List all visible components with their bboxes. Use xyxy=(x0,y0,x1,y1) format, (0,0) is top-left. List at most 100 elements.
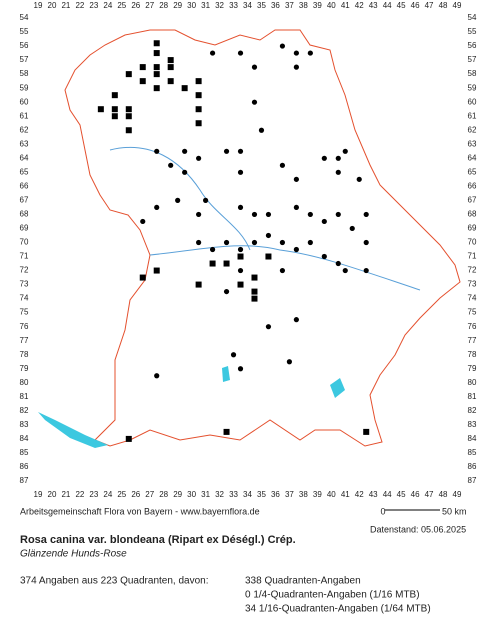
occurrence-dot xyxy=(286,359,292,365)
occurrence-square xyxy=(139,274,146,281)
occurrence-dot xyxy=(342,148,348,154)
row-label: 75 xyxy=(20,308,29,317)
row-label: 75 xyxy=(468,308,477,317)
occurrence-dot xyxy=(279,43,286,49)
occurrence-dot xyxy=(335,169,341,175)
column-label: 36 xyxy=(271,1,280,10)
occurrence-dot xyxy=(251,64,258,70)
row-label: 78 xyxy=(468,350,477,359)
occurrence-dot xyxy=(168,162,174,168)
scale-end: 50 km xyxy=(442,506,467,516)
column-label: 48 xyxy=(439,1,448,10)
occurrence-dot xyxy=(230,352,237,358)
row-label: 60 xyxy=(468,97,477,106)
row-label: 56 xyxy=(468,41,477,50)
column-label: 47 xyxy=(425,1,434,10)
row-label: 65 xyxy=(20,167,29,176)
occurrence-dot xyxy=(307,50,313,56)
occurrence-square xyxy=(125,435,132,442)
row-label: 81 xyxy=(468,392,477,401)
occurrence-square xyxy=(195,78,202,85)
occurrence-square xyxy=(125,113,132,120)
row-label: 77 xyxy=(20,336,29,345)
row-label: 58 xyxy=(20,69,29,78)
row-label: 69 xyxy=(20,224,29,233)
river xyxy=(149,245,421,291)
row-label: 59 xyxy=(468,83,477,92)
row-label: 56 xyxy=(20,41,29,50)
occurrence-square xyxy=(195,281,202,288)
row-label: 70 xyxy=(20,238,29,247)
column-label: 46 xyxy=(411,1,420,10)
row-label: 64 xyxy=(468,153,477,162)
row-label: 72 xyxy=(20,266,29,275)
column-label: 30 xyxy=(187,490,196,499)
column-label: 41 xyxy=(341,1,350,10)
occurrence-square xyxy=(223,428,230,435)
column-label: 38 xyxy=(299,490,308,499)
occurrence-dot xyxy=(265,232,272,239)
occurrence-dot xyxy=(237,366,244,372)
column-label: 23 xyxy=(89,490,98,499)
column-label: 41 xyxy=(341,490,350,499)
row-label: 84 xyxy=(20,434,29,443)
occurrence-square xyxy=(139,78,146,85)
occurrence-square xyxy=(265,253,272,260)
column-label: 32 xyxy=(215,490,224,499)
row-label: 74 xyxy=(468,294,477,303)
occurrence-dot xyxy=(335,211,341,218)
row-label: 71 xyxy=(468,252,477,261)
column-label: 46 xyxy=(411,490,420,499)
row-label: 84 xyxy=(468,434,477,443)
column-label: 49 xyxy=(453,1,462,10)
row-label: 60 xyxy=(20,97,29,106)
row-label: 62 xyxy=(20,125,29,134)
occurrence-dot xyxy=(363,239,369,246)
column-label: 48 xyxy=(439,490,448,499)
column-label: 38 xyxy=(299,1,308,10)
occurrence-square xyxy=(111,106,118,113)
column-label: 43 xyxy=(369,1,378,10)
occurrence-dot xyxy=(140,218,146,225)
occurrence-dot xyxy=(251,211,258,218)
occurrence-dot xyxy=(321,155,327,161)
column-label: 35 xyxy=(257,1,266,10)
row-label: 83 xyxy=(20,420,29,429)
column-label: 44 xyxy=(383,490,392,499)
occurrence-dot xyxy=(182,169,188,175)
breakdown: 34 1/16-Quadranten-Angaben (1/64 MTB) xyxy=(245,604,431,615)
occurrence-dot xyxy=(223,239,230,246)
column-label: 43 xyxy=(369,490,378,499)
occurrence-dot xyxy=(335,155,341,161)
column-label: 24 xyxy=(103,490,112,499)
column-label: 25 xyxy=(117,490,126,499)
row-label: 86 xyxy=(468,462,477,471)
occurrence-dot xyxy=(293,246,299,253)
row-label: 67 xyxy=(468,196,477,205)
occurrence-dot xyxy=(154,373,160,379)
occurrence-dot xyxy=(279,267,286,274)
row-label: 70 xyxy=(468,238,477,247)
row-label: 69 xyxy=(468,224,477,233)
breakdown: 0 1/4-Quadranten-Angaben (1/16 MTB) xyxy=(245,590,420,601)
column-label: 37 xyxy=(285,490,294,499)
column-label: 49 xyxy=(453,490,462,499)
row-label: 63 xyxy=(468,139,477,148)
occurrence-square xyxy=(125,127,132,134)
row-label: 57 xyxy=(468,55,477,64)
row-label: 72 xyxy=(468,266,477,275)
column-label: 31 xyxy=(201,1,210,10)
column-label: 19 xyxy=(34,490,43,499)
occurrence-dot xyxy=(154,204,160,211)
occurrence-square xyxy=(111,113,118,120)
row-label: 76 xyxy=(20,322,29,331)
species-subtitle: Glänzende Hunds-Rose xyxy=(20,549,127,560)
row-label: 55 xyxy=(20,27,29,36)
occurrence-square xyxy=(195,120,202,127)
column-label: 20 xyxy=(48,490,57,499)
row-label: 58 xyxy=(468,69,477,78)
column-label: 29 xyxy=(173,490,182,499)
occurrence-square xyxy=(223,260,230,267)
row-label: 79 xyxy=(20,364,29,373)
